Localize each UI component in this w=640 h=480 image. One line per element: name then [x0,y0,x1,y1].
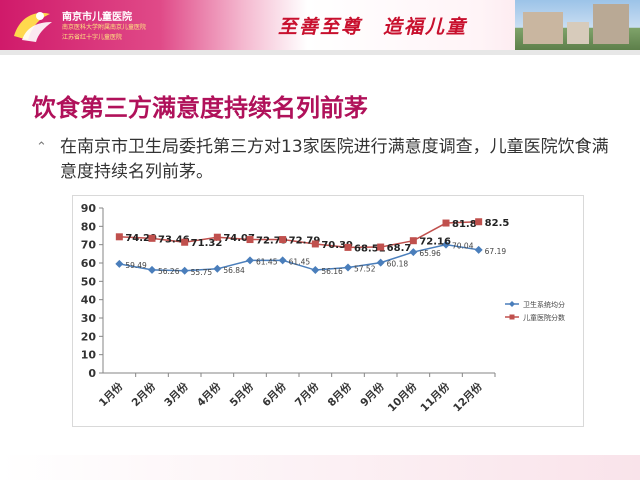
hospital-building-photo [515,0,640,50]
x-tick-label: 5月份 [227,380,257,410]
data-point-square [377,243,385,251]
x-tick-label: 6月份 [260,380,290,410]
triangle-caret-icon: ⌃ [36,140,47,155]
y-tick-label: 40 [81,294,97,307]
data-point-square [115,233,123,241]
data-point-square [344,243,352,251]
x-tick-label: 2月份 [129,380,159,410]
data-point-diamond [409,248,418,257]
x-tick-label: 9月份 [358,380,388,410]
line-chart: 0 10 20 30 40 50 60 70 80 90 1月份 2月份 3月份 4月份 5月份 6月份 7月份… [81,202,565,415]
footer-band [0,455,640,480]
data-point-diamond [442,240,450,249]
x-tick-label: 1月份 [96,380,126,410]
data-label: 70.39 [321,240,353,251]
data-label: 56.16 [321,267,343,276]
data-label: 72.79 [289,236,321,247]
data-label: 70.04 [452,242,474,251]
data-point-square [442,219,450,227]
y-tick-label: 70 [81,239,97,252]
x-tick-label: 4月份 [194,380,224,410]
y-tick-label: 90 [81,202,97,215]
data-point-diamond [148,265,156,274]
x-tick-label: 8月份 [325,380,355,410]
data-label: 72.16 [419,237,451,248]
data-point-square [409,237,417,245]
data-point-square [246,236,254,244]
legend-marker-diamond [509,301,515,307]
data-label: 60.18 [387,260,409,269]
data-label: 56.84 [223,266,245,275]
data-point-diamond [376,258,385,267]
hospital-name: 南京市儿童医院 [62,12,132,23]
hospital-subtitle-1: 南京医科大学附属南京儿童医院 [62,24,147,31]
data-label: 74.07 [223,233,255,244]
data-label: 59.49 [125,261,147,270]
data-label: 65.96 [419,249,441,258]
data-label: 68.7 [387,243,412,254]
y-tick-label: 30 [81,312,97,325]
data-point-square [279,236,287,244]
y-tick-label: 60 [81,257,97,270]
data-label: 68.51 [354,243,386,254]
y-tick-label: 80 [81,220,97,233]
y-tick-label: 50 [81,275,97,288]
hospital-logo: 南京市儿童医院 南京医科大学附属南京儿童医院 江苏省红十字儿童医院 [10,6,210,46]
legend-label: 卫生系统均分 [523,300,565,309]
data-label: 73.46 [158,234,190,245]
data-point-diamond [246,256,254,265]
header-banner: 南京市儿童医院 南京医科大学附属南京儿童医院 江苏省红十字儿童医院 至善至尊 造… [0,0,640,50]
data-label: 74.29 [125,233,157,244]
data-label: 57.52 [354,265,376,274]
legend-label: 儿童医院分数 [523,313,565,322]
hospital-subtitle-2: 江苏省红十字儿童医院 [62,34,123,41]
data-point-diamond [311,266,320,275]
y-tick-label: 10 [81,349,97,362]
data-label: 67.19 [485,247,507,256]
y-tick-label: 0 [88,367,96,380]
data-point-diamond [180,266,189,275]
hospital-emblem-icon [14,12,52,42]
data-point-square [181,238,189,246]
data-label: 81.8 [452,219,477,230]
x-tick-label: 12月份 [450,380,485,415]
header-divider [0,50,640,55]
data-point-diamond [213,264,222,273]
building-right [593,4,629,44]
data-label: 72.79 [256,236,288,247]
series-line [119,221,479,249]
data-label: 61.45 [289,257,311,266]
data-point-diamond [344,263,352,272]
data-point-square [311,240,319,248]
chart-container: 0 10 20 30 40 50 60 70 80 90 1月份 2月份 3月份 4月份 5月份 6月份 7月份… [72,195,584,427]
data-point-square [148,234,156,242]
data-label: 56.26 [158,267,180,276]
data-point-diamond [115,259,124,268]
hospital-slogan: 至善至尊 造福儿童 [278,16,468,38]
data-point-diamond [474,245,483,254]
building-middle [567,22,589,44]
data-point-diamond [278,256,287,265]
x-tick-label: 11月份 [418,380,453,415]
legend-marker-square [509,314,515,320]
data-label: 71.32 [191,238,223,249]
series-line [119,243,479,272]
building-left [523,12,563,44]
data-label: 55.75 [191,268,213,277]
data-point-square [213,233,221,241]
data-point-square [475,218,483,226]
y-tick-label: 20 [81,330,97,343]
x-tick-label: 7月份 [292,380,322,410]
data-label: 61.45 [256,257,278,266]
x-tick-label: 10月份 [385,380,420,415]
slide-title: 饮食第三方满意度持续名列前茅 [32,94,368,122]
x-tick-label: 3月份 [162,380,192,410]
data-label: 82.5 [485,218,510,229]
bullet-text: 在南京市卫生局委托第三方对13家医院进行满意度调查，儿童医院饮食满意度持续名列前… [60,137,609,182]
